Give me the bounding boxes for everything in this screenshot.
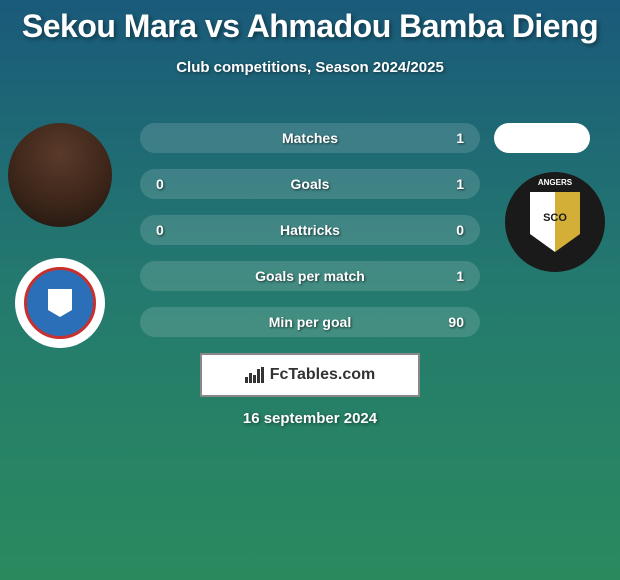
- bar-chart-icon: [245, 367, 264, 383]
- stat-left-value: 0: [156, 222, 176, 238]
- subtitle: Club competitions, Season 2024/2025: [0, 59, 620, 76]
- player-left-avatar: [8, 123, 112, 227]
- stat-label: Min per goal: [140, 314, 480, 330]
- source-brand-text: FcTables.com: [270, 366, 376, 384]
- stat-label: Goals: [140, 176, 480, 192]
- stat-label: Hattricks: [140, 222, 480, 238]
- club-left-badge: [15, 258, 105, 348]
- stat-row: 0 Hattricks 0: [140, 215, 480, 245]
- date-text: 16 september 2024: [0, 410, 620, 427]
- stat-right-value: 0: [444, 222, 464, 238]
- stat-label: Goals per match: [140, 268, 480, 284]
- stat-row: 0 Goals 1: [140, 169, 480, 199]
- stat-right-value: 1: [444, 176, 464, 192]
- stat-row: Min per goal 90: [140, 307, 480, 337]
- stat-row: Goals per match 1: [140, 261, 480, 291]
- page-title: Sekou Mara vs Ahmadou Bamba Dieng: [0, 0, 620, 45]
- stat-right-value: 1: [444, 268, 464, 284]
- stat-left-value: 0: [156, 176, 176, 192]
- stat-label: Matches: [140, 130, 480, 146]
- stats-container: Matches 1 0 Goals 1 0 Hattricks 0 Goals …: [140, 123, 480, 353]
- source-brand-box: FcTables.com: [200, 353, 420, 397]
- club-right-badge: ANGERS: [505, 172, 605, 272]
- stat-right-value: 90: [444, 314, 464, 330]
- club-right-shield: [530, 192, 580, 252]
- player-right-avatar-placeholder: [494, 123, 590, 153]
- stat-right-value: 1: [444, 130, 464, 146]
- club-left-badge-inner: [24, 267, 96, 339]
- club-right-city: ANGERS: [505, 178, 605, 187]
- stat-row: Matches 1: [140, 123, 480, 153]
